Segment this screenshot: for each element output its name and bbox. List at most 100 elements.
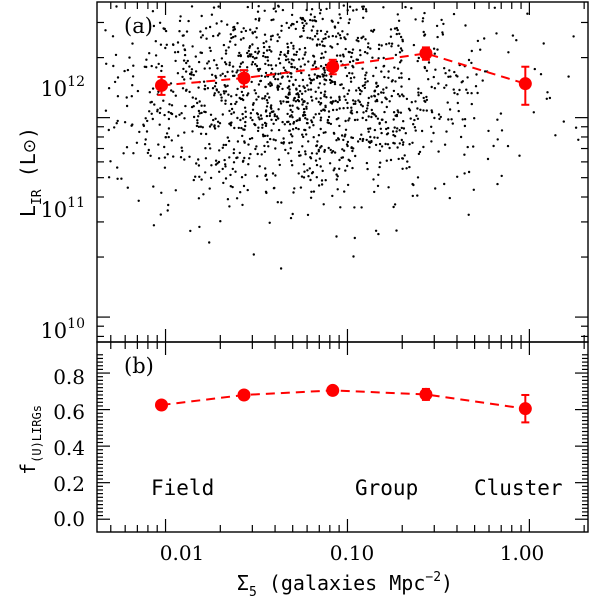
galaxy-point	[292, 53, 296, 56]
galaxy-point	[398, 142, 401, 145]
galaxy-point	[389, 35, 393, 38]
galaxy-point	[236, 69, 239, 72]
galaxy-point	[436, 48, 439, 51]
galaxy-point	[116, 95, 120, 98]
galaxy-point	[190, 73, 193, 76]
galaxy-point	[256, 52, 259, 55]
galaxy-point	[310, 29, 313, 32]
galaxy-point	[191, 45, 194, 48]
galaxy-point	[384, 142, 387, 146]
galaxy-point	[323, 78, 326, 81]
galaxy-point	[206, 87, 210, 90]
galaxy-point	[197, 109, 201, 113]
galaxy-point	[277, 128, 281, 132]
galaxy-point	[320, 40, 324, 43]
panel-a-label: (a)	[124, 14, 153, 38]
galaxy-point	[265, 49, 269, 52]
galaxy-point	[297, 95, 300, 99]
galaxy-point	[228, 63, 231, 67]
galaxy-point	[453, 70, 456, 74]
galaxy-point	[227, 139, 231, 143]
galaxy-point	[255, 98, 258, 101]
galaxy-point	[294, 126, 298, 130]
galaxy-point	[291, 110, 294, 114]
galaxy-point	[185, 61, 188, 65]
galaxy-point	[396, 67, 400, 70]
galaxy-point	[164, 29, 168, 33]
galaxy-point	[230, 107, 234, 111]
data-point	[419, 387, 433, 401]
galaxy-point	[373, 94, 376, 98]
data-point	[154, 398, 168, 412]
galaxy-point	[297, 93, 300, 97]
galaxy-point	[320, 179, 324, 182]
galaxy-point	[167, 110, 170, 114]
galaxy-point	[325, 74, 328, 77]
galaxy-point	[448, 108, 452, 111]
galaxy-point	[170, 112, 174, 116]
galaxy-point	[222, 43, 226, 47]
galaxy-point	[280, 141, 283, 144]
galaxy-point	[263, 150, 267, 153]
galaxy-point	[231, 70, 234, 73]
galaxy-point	[257, 126, 260, 129]
galaxy-point	[297, 172, 300, 175]
galaxy-point	[572, 35, 575, 38]
galaxy-point	[236, 22, 239, 25]
galaxy-point	[260, 74, 263, 78]
galaxy-point	[414, 100, 417, 103]
galaxy-point	[445, 130, 448, 133]
galaxy-point	[279, 100, 282, 103]
galaxy-point	[344, 119, 347, 123]
galaxy-point	[312, 78, 315, 81]
galaxy-point	[194, 55, 197, 58]
galaxy-point	[375, 85, 378, 89]
galaxy-point	[143, 65, 146, 69]
galaxy-point	[265, 105, 269, 108]
scatter-points	[104, 4, 580, 270]
galaxy-point	[350, 55, 353, 59]
galaxy-point	[433, 87, 437, 90]
galaxy-point	[149, 101, 152, 104]
galaxy-point	[253, 30, 257, 33]
galaxy-point	[234, 35, 237, 38]
galaxy-point	[242, 184, 246, 188]
galaxy-point	[277, 4, 280, 8]
galaxy-point	[263, 97, 266, 100]
galaxy-point	[163, 145, 166, 149]
galaxy-point	[208, 46, 211, 49]
galaxy-point	[363, 86, 367, 90]
galaxy-point	[248, 45, 252, 48]
galaxy-point	[206, 62, 209, 65]
galaxy-point	[345, 143, 349, 146]
galaxy-point	[355, 111, 359, 114]
galaxy-point	[263, 33, 267, 36]
galaxy-point	[235, 100, 238, 104]
galaxy-point	[167, 117, 171, 121]
galaxy-point	[242, 27, 245, 30]
galaxy-point	[200, 111, 203, 115]
galaxy-point	[384, 96, 387, 99]
galaxy-point	[438, 117, 441, 121]
galaxy-point	[351, 149, 354, 153]
galaxy-point	[262, 41, 265, 45]
galaxy-point	[453, 91, 456, 95]
galaxy-point	[283, 123, 286, 126]
galaxy-point	[302, 107, 306, 111]
galaxy-point	[256, 47, 260, 50]
galaxy-point	[347, 119, 350, 122]
galaxy-point	[198, 112, 201, 115]
galaxy-point	[399, 47, 403, 50]
galaxy-point	[334, 35, 338, 38]
galaxy-point	[303, 100, 306, 103]
galaxy-point	[380, 70, 383, 73]
galaxy-point	[151, 117, 154, 121]
galaxy-point	[258, 17, 261, 20]
galaxy-point	[395, 114, 399, 118]
galaxy-point	[145, 58, 148, 61]
galaxy-point	[212, 59, 216, 62]
galaxy-point	[417, 87, 420, 90]
galaxy-point	[183, 78, 186, 81]
galaxy-point	[179, 15, 182, 18]
galaxy-point	[333, 80, 337, 84]
